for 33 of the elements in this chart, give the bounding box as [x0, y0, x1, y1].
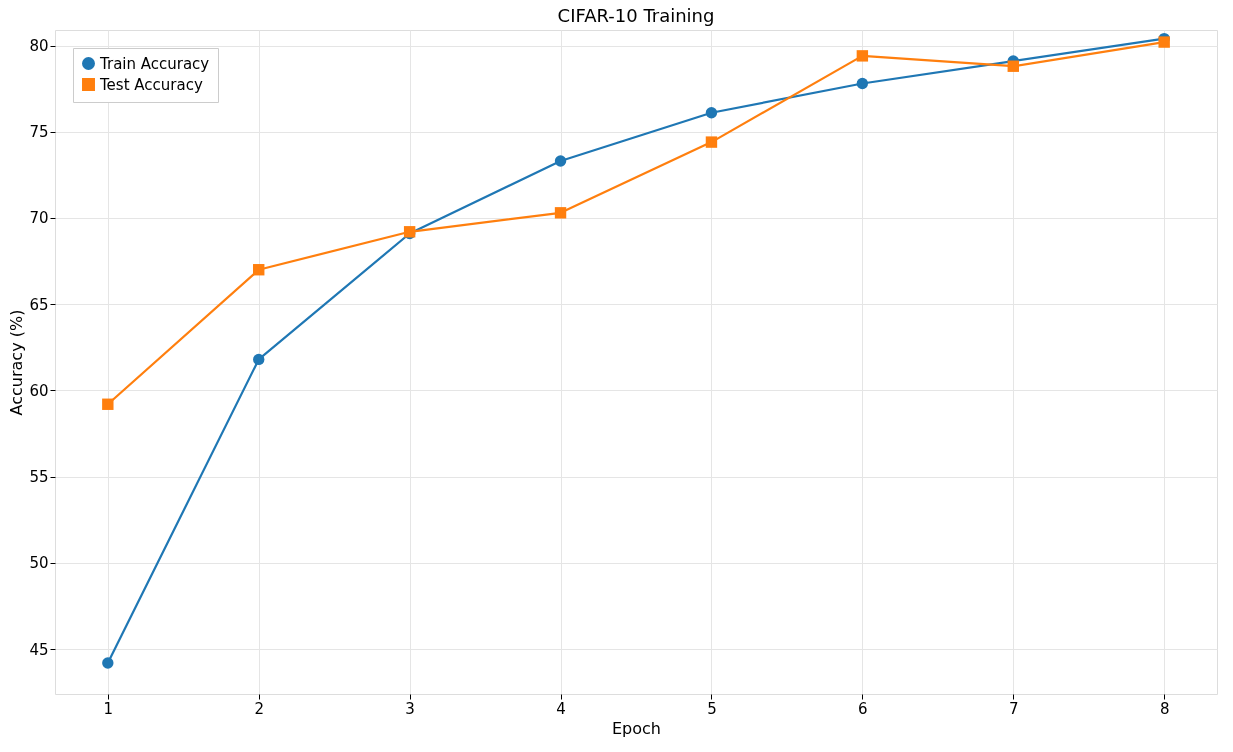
y-tick-label: 75	[29, 123, 49, 142]
x-tick-label: 1	[103, 699, 114, 718]
point	[102, 657, 114, 669]
y-tick-label: 50	[29, 554, 49, 573]
chart-title: CIFAR-10 Training	[557, 5, 715, 26]
y-tick-label: 55	[29, 468, 49, 487]
x-tick-label: 5	[707, 699, 717, 718]
point	[1158, 36, 1170, 48]
y-tick-label: 80	[29, 37, 49, 56]
point	[554, 155, 567, 167]
point	[856, 50, 869, 62]
legend-label: Train Accuracy	[99, 54, 210, 73]
x-tick-label: 2	[254, 699, 264, 718]
x-axis-title: Epoch	[612, 718, 661, 738]
y-tick-label: 70	[29, 209, 49, 228]
x-tick-label: 8	[1159, 699, 1170, 718]
point	[705, 136, 718, 148]
x-tick-label: 6	[858, 699, 868, 718]
point	[253, 264, 265, 276]
y-axis-title: Accuracy (%)	[7, 309, 27, 416]
point	[1007, 60, 1019, 72]
x-tick-label: 3	[405, 699, 415, 718]
point	[102, 398, 114, 410]
point	[705, 107, 718, 119]
y-tick-label: 45	[29, 640, 49, 659]
point	[554, 207, 567, 219]
point	[856, 77, 869, 90]
y-tick-label: 60	[29, 381, 49, 400]
x-tick-label: 4	[556, 699, 566, 718]
x-tick-label: 7	[1009, 699, 1019, 718]
y-tick-label: 65	[29, 295, 49, 314]
point	[253, 353, 265, 366]
legend-label: Test Accuracy	[99, 75, 203, 94]
